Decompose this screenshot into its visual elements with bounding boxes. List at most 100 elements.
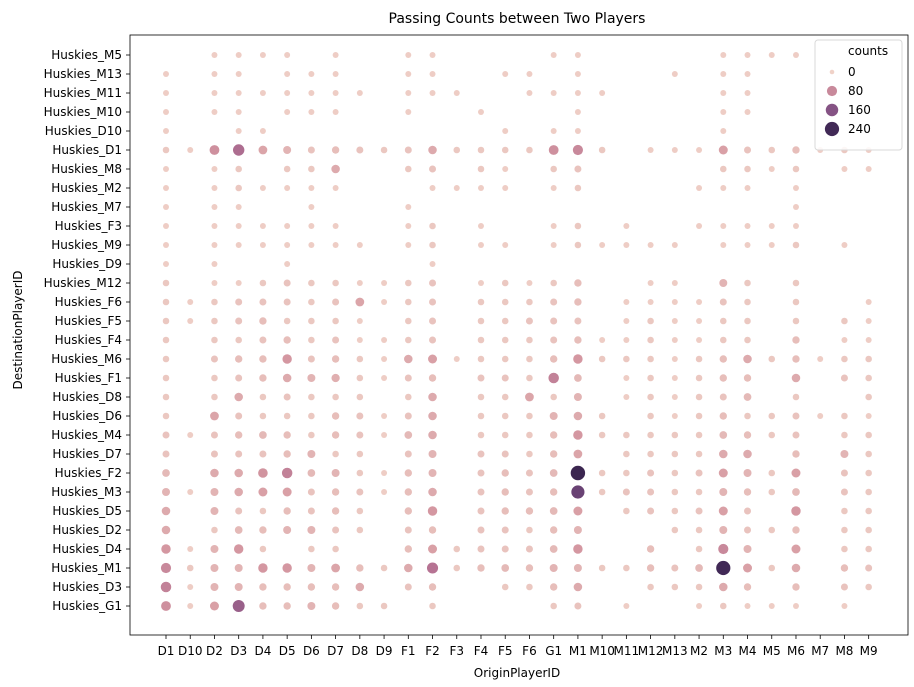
data-point: [428, 583, 437, 591]
data-point: [429, 90, 436, 96]
data-point: [332, 317, 339, 325]
data-point: [332, 450, 339, 458]
data-point: [380, 564, 388, 572]
data-point: [404, 354, 413, 364]
data-point: [283, 165, 291, 173]
data-point: [405, 223, 412, 229]
data-point: [211, 223, 218, 229]
data-point: [768, 223, 775, 229]
data-point: [791, 373, 801, 383]
data-point: [283, 317, 291, 325]
data-point: [549, 583, 558, 591]
data-point: [404, 412, 412, 420]
data-point: [211, 526, 218, 534]
data-point: [307, 355, 315, 363]
data-point: [720, 52, 727, 58]
data-point: [234, 468, 243, 478]
data-point: [284, 90, 291, 96]
data-point: [574, 317, 582, 325]
data-point: [571, 485, 585, 499]
data-point: [743, 449, 752, 459]
x-axis-ticks: D1 D10 D2 D3 D4 D5 D6 D7 D8 D9 F1 F2 F3 F4 F5 F6 G1 M1 M10…: [158, 635, 878, 658]
data-point: [671, 147, 678, 153]
data-point: [211, 317, 218, 325]
data-point: [284, 261, 291, 267]
data-point: [792, 355, 800, 363]
data-point: [768, 242, 775, 248]
data-point: [259, 317, 267, 325]
data-point: [404, 545, 412, 553]
x-tick-label: M12: [638, 644, 664, 658]
data-point: [696, 337, 703, 343]
data-point: [841, 431, 848, 439]
data-point: [501, 488, 509, 496]
data-point: [719, 393, 727, 401]
data-point: [817, 356, 824, 362]
data-point: [695, 355, 703, 363]
data-point: [743, 583, 752, 591]
data-point: [696, 318, 703, 324]
x-tick-label: F3: [449, 644, 464, 658]
data-point: [865, 545, 872, 553]
data-point: [865, 507, 872, 515]
data-point: [696, 223, 703, 229]
data-point: [211, 280, 218, 286]
y-tick-label: Huskies_G1: [52, 599, 122, 613]
data-point: [210, 507, 219, 515]
data-point: [696, 299, 703, 305]
data-point: [574, 184, 582, 192]
data-point: [283, 526, 292, 534]
data-point: [283, 146, 292, 154]
data-point: [768, 526, 776, 534]
data-point: [550, 602, 557, 610]
data-point: [526, 146, 533, 154]
data-point: [743, 431, 752, 439]
data-point: [404, 488, 412, 496]
data-point: [671, 583, 679, 591]
data-point: [308, 242, 315, 248]
data-point: [647, 299, 654, 305]
data-point: [405, 71, 412, 77]
data-point: [671, 71, 678, 77]
data-point: [501, 298, 509, 306]
data-point: [453, 564, 461, 572]
data-point: [211, 166, 218, 172]
y-tick-label: Huskies_M3: [51, 485, 122, 499]
data-point: [429, 52, 436, 58]
data-point: [671, 431, 679, 439]
data-point: [716, 560, 731, 576]
data-point: [235, 298, 243, 306]
data-point: [720, 602, 727, 610]
data-point: [162, 431, 170, 439]
data-point: [526, 298, 533, 306]
data-point: [671, 488, 679, 496]
data-point: [865, 413, 872, 419]
data-point: [235, 374, 243, 382]
data-point: [259, 450, 267, 458]
data-point: [695, 545, 703, 553]
data-point: [211, 185, 218, 191]
data-point: [282, 373, 292, 383]
data-point: [282, 354, 292, 364]
data-point: [282, 563, 292, 573]
data-point: [235, 431, 243, 439]
data-point: [162, 298, 170, 306]
data-point: [574, 222, 582, 230]
data-point: [163, 109, 169, 115]
data-point: [429, 222, 436, 230]
data-point: [647, 488, 655, 496]
data-point: [696, 603, 703, 609]
data-point: [331, 507, 340, 515]
data-point: [235, 109, 242, 115]
data-point: [283, 507, 291, 515]
data-point: [501, 583, 509, 591]
data-point: [429, 336, 437, 344]
data-point: [332, 185, 339, 191]
x-tick-label: M3: [714, 644, 732, 658]
data-point: [235, 71, 242, 77]
data-point: [526, 355, 533, 363]
data-point: [573, 506, 583, 516]
data-point: [163, 185, 169, 191]
data-point: [235, 165, 242, 173]
